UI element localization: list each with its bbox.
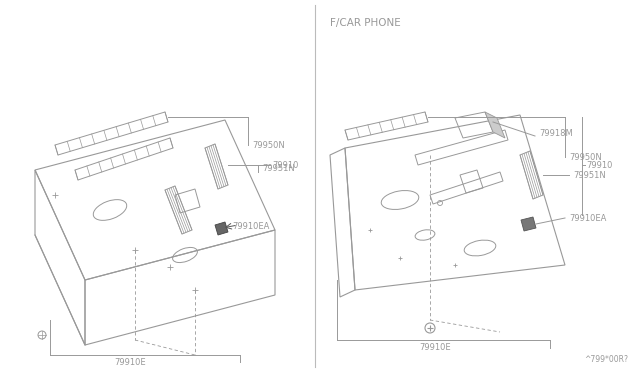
Polygon shape [215, 222, 228, 235]
Text: 79910: 79910 [272, 161, 298, 170]
Text: ^799*00R?: ^799*00R? [584, 355, 628, 364]
Text: 79951N: 79951N [573, 171, 605, 180]
Text: 79910EA: 79910EA [569, 214, 606, 223]
Text: 79910E: 79910E [419, 343, 451, 352]
Polygon shape [485, 112, 505, 138]
Text: 79950N: 79950N [252, 141, 285, 150]
Text: 79910E: 79910E [114, 358, 146, 367]
Polygon shape [521, 217, 536, 231]
Text: 79910EA: 79910EA [232, 221, 269, 231]
Text: 79951N: 79951N [262, 164, 295, 173]
Text: F/CAR PHONE: F/CAR PHONE [330, 18, 401, 28]
Text: 79910: 79910 [586, 161, 612, 170]
Text: 79918M: 79918M [539, 128, 573, 138]
Text: 79950N: 79950N [569, 153, 602, 162]
